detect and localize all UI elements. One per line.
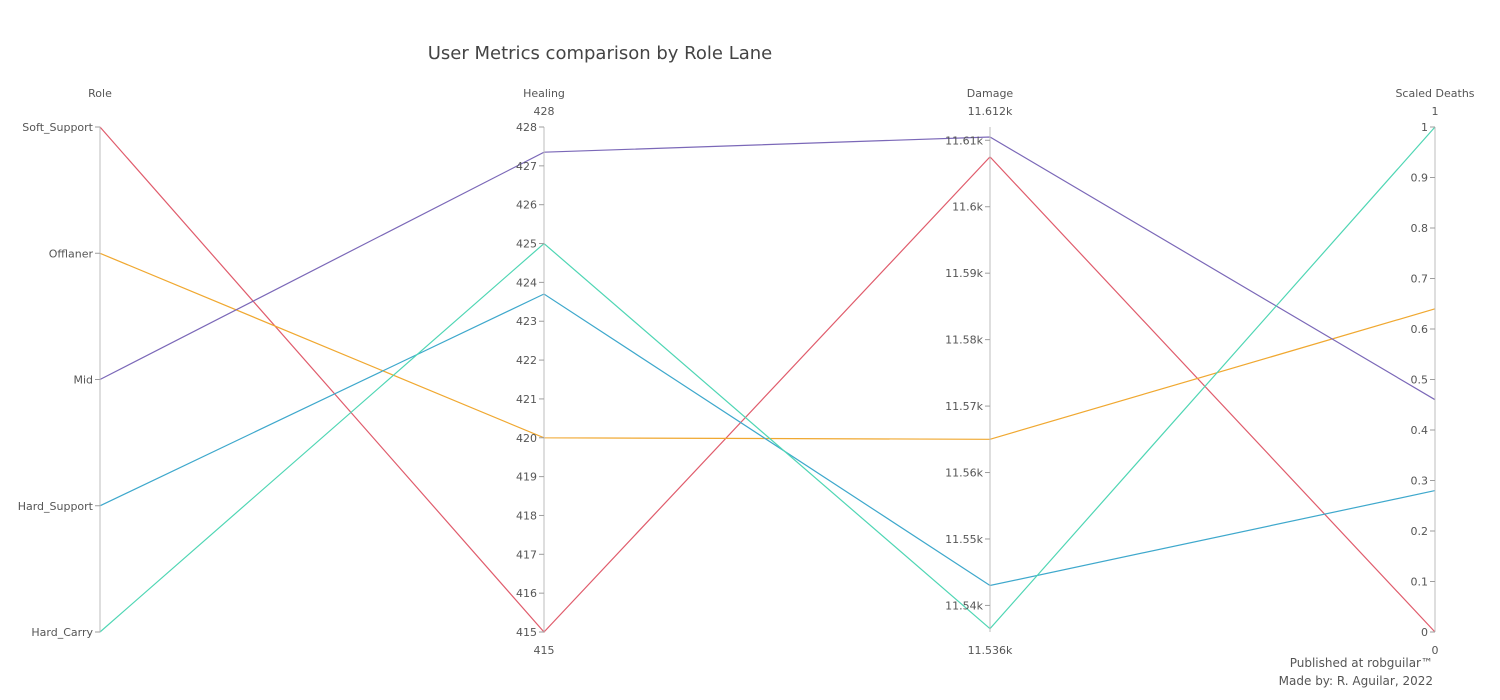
tick-label: 0.8	[1411, 222, 1429, 235]
series-lines	[99, 126, 1436, 633]
axis-deaths: Scaled Deaths 0 0.1 0.2 0.3 0.4 0.5 0.6 0.7 0.8 0.…	[1395, 87, 1474, 657]
tick-label: 11.55k	[945, 533, 983, 546]
tick-label: 420	[516, 432, 537, 445]
axis-max-label-healing: 428	[534, 105, 555, 118]
tick-label: 11.59k	[945, 267, 983, 280]
tick-label: 426	[516, 199, 537, 212]
axis-healing: Healing 415 416 417 418 419 420 421 422 423 424 425…	[516, 87, 565, 657]
axis-role: Role Soft_Support Offlaner Mid Hard_Support H…	[18, 87, 112, 639]
tick-label: 425	[516, 238, 537, 251]
series-line-hard-carry	[99, 126, 1436, 633]
tick-label: 0.6	[1411, 323, 1429, 336]
tick-label: 416	[516, 587, 537, 600]
tick-label: 417	[516, 548, 537, 561]
axis-max-label-deaths: 1	[1432, 105, 1439, 118]
axis-damage: Damage 11.54k 11.55k 11.56k 11.57k 11.58k 11.5…	[945, 87, 1013, 657]
axis-max-label-damage: 11.612k	[968, 105, 1013, 118]
series-line-offlaner	[99, 252, 1436, 440]
axes: Role Soft_Support Offlaner Mid Hard_Support H…	[18, 87, 1475, 657]
tick-label-mid: Mid	[73, 374, 93, 387]
tick-label: 419	[516, 471, 537, 484]
tick-label: 0	[1421, 626, 1428, 639]
axis-title-healing: Healing	[523, 87, 565, 100]
tick-label: 11.57k	[945, 400, 983, 413]
axis-title-damage: Damage	[967, 87, 1014, 100]
tick-label: 11.56k	[945, 467, 983, 480]
tick-label: 428	[516, 121, 537, 134]
tick-label: 0.1	[1411, 576, 1429, 589]
axis-title-role: Role	[88, 87, 112, 100]
tick-label: 11.58k	[945, 334, 983, 347]
tick-label: 0.7	[1411, 273, 1429, 286]
tick-label-hard-carry: Hard_Carry	[31, 626, 93, 639]
tick-label: 11.61k	[945, 134, 983, 147]
axis-min-label-damage: 11.536k	[968, 644, 1013, 657]
tick-label: 415	[516, 626, 537, 639]
series-line-hard-support	[99, 293, 1436, 587]
axis-title-deaths: Scaled Deaths	[1395, 87, 1474, 100]
tick-label: 427	[516, 160, 537, 173]
tick-label: 421	[516, 393, 537, 406]
tick-label-hard-support: Hard_Support	[18, 500, 94, 513]
axis-min-label-healing: 415	[534, 644, 555, 657]
tick-label: 422	[516, 354, 537, 367]
series-line-mid	[99, 136, 1436, 401]
axis-min-label-deaths: 0	[1432, 644, 1439, 657]
chart-title: User Metrics comparison by Role Lane	[428, 43, 772, 64]
tick-label-soft-support: Soft_Support	[22, 121, 93, 134]
tick-label: 1	[1421, 121, 1428, 134]
footer-made-by: Made by: R. Aguilar, 2022	[1278, 674, 1433, 688]
tick-label: 0.3	[1411, 475, 1429, 488]
tick-label: 424	[516, 276, 537, 289]
tick-label: 11.6k	[952, 201, 983, 214]
footer-published: Published at robguilar™	[1289, 656, 1433, 670]
tick-label: 0.5	[1411, 374, 1429, 387]
tick-label: 0.2	[1411, 525, 1429, 538]
tick-label: 0.9	[1411, 172, 1429, 185]
tick-label: 418	[516, 509, 537, 522]
tick-label: 0.4	[1411, 424, 1429, 437]
tick-label: 11.54k	[945, 599, 983, 612]
series-line-soft-support	[99, 126, 1436, 633]
tick-label: 423	[516, 315, 537, 328]
tick-label-offlaner: Offlaner	[49, 247, 94, 260]
